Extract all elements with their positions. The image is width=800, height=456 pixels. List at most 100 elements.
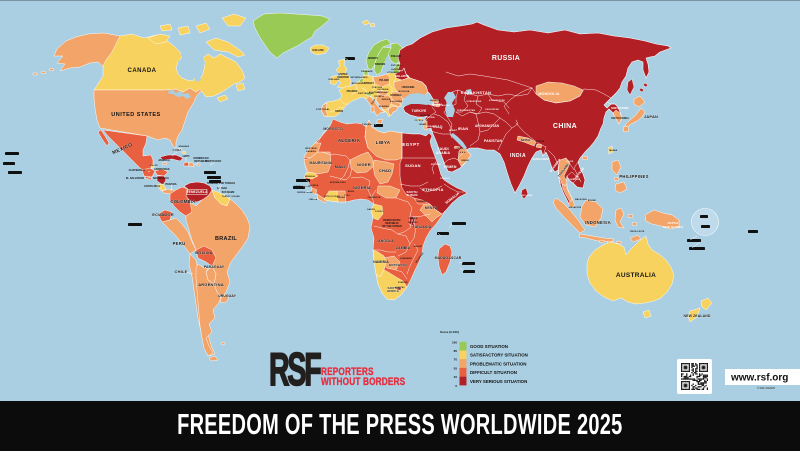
svg-text:KYRGYZSTAN: KYRGYZSTAN xyxy=(489,99,505,102)
svg-text:UKRAINE: UKRAINE xyxy=(402,85,415,89)
svg-text:CYPRUS: CYPRUS xyxy=(415,120,424,122)
svg-text:SINGAPORE: SINGAPORE xyxy=(569,206,582,209)
svg-text:www.rsf.org: www.rsf.org xyxy=(730,373,788,384)
svg-text:TIMOR-LESTE: TIMOR-LESTE xyxy=(629,231,645,233)
svg-text:ZIMBABWE: ZIMBABWE xyxy=(400,257,413,260)
svg-text:BAHAMAS: BAHAMAS xyxy=(179,145,190,148)
svg-text:HONDURAS: HONDURAS xyxy=(155,167,170,171)
svg-text:INDONESIA: INDONESIA xyxy=(585,220,611,225)
svg-text:MAURITANIA: MAURITANIA xyxy=(310,161,333,165)
svg-text:FINLAND: FINLAND xyxy=(391,55,402,58)
svg-text:MADAGASCAR: MADAGASCAR xyxy=(435,256,462,260)
svg-text:100: 100 xyxy=(452,341,457,345)
svg-text:PHILIPPINES: PHILIPPINES xyxy=(619,174,648,179)
svg-text:MALAWI: MALAWI xyxy=(414,245,423,248)
svg-text:BURKINA FASO: BURKINA FASO xyxy=(330,181,346,184)
svg-text:POLAND: POLAND xyxy=(379,79,389,82)
svg-text:COLOMBIA: COLOMBIA xyxy=(170,199,195,204)
svg-text:JORDAN: JORDAN xyxy=(425,125,435,128)
svg-text:RSF: RSF xyxy=(269,344,321,396)
svg-text:CHAD: CHAD xyxy=(379,168,391,173)
svg-text:TURKMENISTAN: TURKMENISTAN xyxy=(457,109,476,112)
svg-text:BURUNDI: BURUNDI xyxy=(408,222,418,224)
svg-text:PERU: PERU xyxy=(173,241,186,246)
svg-text:BENIN: BENIN xyxy=(348,191,355,193)
svg-text:REPUBLIC: REPUBLIC xyxy=(194,159,207,163)
svg-text:ARABIA: ARABIA xyxy=(436,151,451,155)
svg-text:ALBANIA: ALBANIA xyxy=(379,105,389,108)
svg-text:ROMANIA: ROMANIA xyxy=(391,94,402,97)
svg-text:GOOD SITUATION: GOOD SITUATION xyxy=(470,344,508,349)
svg-text:INDIA: INDIA xyxy=(510,153,526,159)
svg-text:ESTONIA: ESTONIA xyxy=(391,64,401,67)
svg-text:ESWATINI: ESWATINI xyxy=(398,281,408,284)
svg-text:CHILE: CHILE xyxy=(175,269,188,274)
svg-text:PANAMA: PANAMA xyxy=(165,182,176,186)
svg-text:ARMENIA: ARMENIA xyxy=(432,103,443,106)
svg-text:NEW GUINEA: NEW GUINEA xyxy=(663,225,684,229)
svg-text:ERITREA: ERITREA xyxy=(431,163,441,166)
svg-text:BOTSWANA: BOTSWANA xyxy=(389,263,408,267)
svg-text:UGANDA: UGANDA xyxy=(416,200,426,203)
svg-text:OMAN: OMAN xyxy=(461,159,469,162)
svg-text:COTE D'IVOIRE: COTE D'IVOIRE xyxy=(324,196,341,198)
svg-text:NICARAGUA: NICARAGUA xyxy=(153,176,169,180)
svg-text:UNITED STATES: UNITED STATES xyxy=(111,112,160,118)
svg-text:KAZAKHSTAN: KAZAKHSTAN xyxy=(461,90,491,95)
svg-text:MALAYSIA: MALAYSIA xyxy=(575,198,587,201)
svg-text:YEMEN: YEMEN xyxy=(444,165,457,169)
svg-text:LESOTHO: LESOTHO xyxy=(395,287,405,289)
svg-text:SUDAN: SUDAN xyxy=(405,163,421,168)
svg-text:JAMAICA: JAMAICA xyxy=(158,158,170,162)
svg-text:RWANDA: RWANDA xyxy=(409,217,418,220)
svg-text:UZBEKISTAN: UZBEKISTAN xyxy=(467,100,482,103)
svg-text:AFRICA: AFRICA xyxy=(387,289,400,293)
svg-text:BELGIUM: BELGIUM xyxy=(352,83,363,85)
svg-text:PORTUGAL: PORTUGAL xyxy=(316,108,330,111)
svg-text:CAMEROON: CAMEROON xyxy=(368,196,381,199)
svg-text:REPORTERS: REPORTERS xyxy=(321,366,374,378)
svg-text:BRAZIL: BRAZIL xyxy=(215,236,237,242)
svg-text:TAJIKISTAN: TAJIKISTAN xyxy=(485,108,499,111)
svg-text:MOLDOVA: MOLDOVA xyxy=(399,90,410,93)
svg-text:SOUTH: SOUTH xyxy=(388,286,399,290)
svg-text:GEORGIA: GEORGIA xyxy=(430,99,441,102)
svg-text:DOMINICAN: DOMINICAN xyxy=(194,156,209,160)
svg-text:SOUTH: SOUTH xyxy=(407,190,418,194)
svg-text:GUATEMALA: GUATEMALA xyxy=(129,168,146,172)
svg-text:ARGENTINA: ARGENTINA xyxy=(198,282,224,287)
svg-text:KINGDOM: KINGDOM xyxy=(337,76,349,79)
svg-text:CUBA: CUBA xyxy=(172,148,182,152)
svg-text:WESTERN: WESTERN xyxy=(305,148,317,150)
svg-text:GUYANA: GUYANA xyxy=(217,187,227,190)
svg-text:WITHOUT BORDERS: WITHOUT BORDERS xyxy=(321,376,406,388)
svg-text:TANZANIA: TANZANIA xyxy=(413,225,432,229)
svg-text:NEW ZEALAND: NEW ZEALAND xyxy=(684,314,711,318)
svg-text:NORWAY: NORWAY xyxy=(368,57,379,60)
svg-text:PUERTO RICO: PUERTO RICO xyxy=(205,160,222,163)
svg-text:CAMBODIA: CAMBODIA xyxy=(568,178,581,181)
svg-text:RUSSIA: RUSSIA xyxy=(492,55,520,62)
svg-text:AUSTRIA: AUSTRIA xyxy=(369,91,380,94)
svg-text:CANADA: CANADA xyxy=(128,68,157,74)
svg-text:PAPUA: PAPUA xyxy=(668,221,680,225)
svg-text:Score (0-100): Score (0-100) xyxy=(440,330,459,334)
svg-text:SAUDI: SAUDI xyxy=(437,147,448,151)
svg-text:FRANCE: FRANCE xyxy=(347,89,358,93)
svg-text:UNITED: UNITED xyxy=(339,73,348,76)
svg-text:ALGERIA: ALGERIA xyxy=(338,138,361,143)
svg-text:AFGHANISTAN: AFGHANISTAN xyxy=(475,124,500,128)
svg-text:COSTA RICA: COSTA RICA xyxy=(144,184,160,188)
svg-text:BELARUS: BELARUS xyxy=(395,74,409,78)
svg-text:FRENCH GUIANA: FRENCH GUIANA xyxy=(222,195,240,198)
svg-text:CZECHIA: CZECHIA xyxy=(372,86,383,89)
svg-text:LATVIA: LATVIA xyxy=(391,68,399,71)
svg-text:SLOVAKIA: SLOVAKIA xyxy=(377,88,389,91)
svg-text:NEPAL: NEPAL xyxy=(521,138,532,142)
svg-text:SIERRA LEONE: SIERRA LEONE xyxy=(297,191,313,194)
svg-text:EL SALVADOR: EL SALVADOR xyxy=(126,176,144,180)
svg-text:MALI: MALI xyxy=(335,164,346,169)
svg-text:NETHERLANDS: NETHERLANDS xyxy=(350,76,368,79)
svg-text:PAKISTAN: PAKISTAN xyxy=(484,139,503,143)
svg-text:BRUNEI: BRUNEI xyxy=(588,200,596,202)
